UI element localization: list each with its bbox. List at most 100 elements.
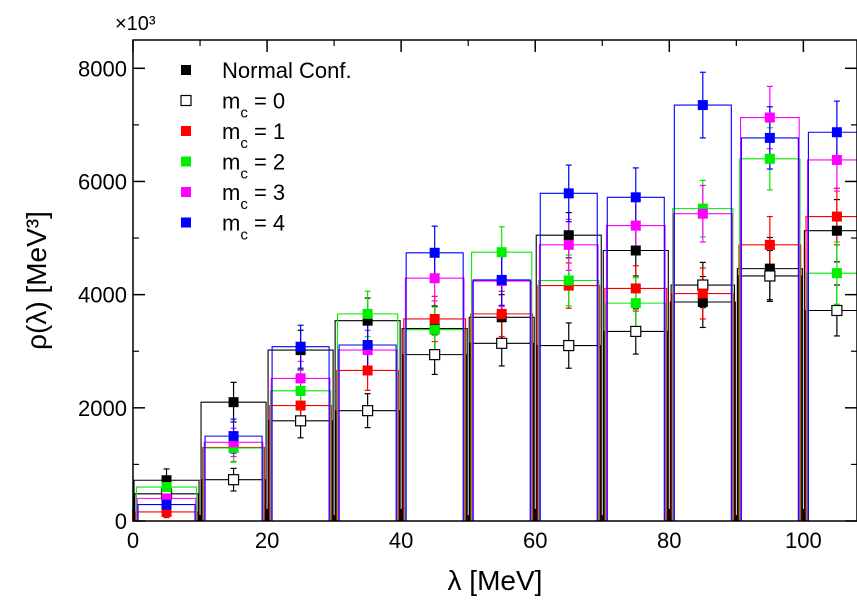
legend-label: mc = 1 [222, 119, 285, 152]
histogram-bin [469, 342, 534, 521]
legend-label: mc = 3 [222, 180, 285, 213]
x-tick-label: 0 [127, 528, 139, 553]
data-point [630, 192, 641, 203]
data-point [563, 275, 574, 286]
y-tick-label: 6000 [78, 169, 127, 194]
plot-frame [132, 39, 857, 522]
y-tick-label: 0 [115, 509, 127, 534]
data-point [496, 337, 508, 349]
data-point [764, 112, 775, 123]
data-point [362, 308, 373, 319]
y-axis-title: ρ(λ) [MeV³] [21, 211, 52, 350]
histogram-bin [739, 158, 801, 521]
legend-label: mc = 0 [222, 89, 285, 122]
data-point [362, 365, 373, 376]
data-point [228, 437, 239, 448]
data-point [697, 288, 708, 299]
data-point [831, 127, 842, 138]
data-point [630, 325, 642, 338]
data-point [295, 373, 306, 384]
legend-label: Normal Conf. [222, 58, 352, 83]
histogram-bin [672, 208, 734, 521]
data-point [563, 239, 574, 250]
data-point [831, 225, 842, 236]
histogram-bin [803, 230, 857, 521]
data-point [362, 405, 374, 417]
data-point [429, 313, 440, 324]
data-point [362, 345, 373, 356]
data-point [295, 341, 306, 352]
legend-marker [181, 126, 191, 136]
x-tick-label: 60 [523, 528, 547, 553]
histogram-bin [807, 131, 857, 521]
histogram-bin [603, 330, 669, 521]
legend-label: mc = 4 [222, 211, 285, 244]
data-point [831, 211, 842, 222]
data-point [697, 100, 708, 111]
data-point [228, 397, 239, 408]
data-point [295, 400, 306, 411]
data-point [161, 475, 172, 486]
data-point [831, 154, 842, 165]
data-point [831, 304, 843, 317]
data-point [831, 268, 842, 279]
x-tick-label: 80 [657, 528, 681, 553]
y-tick-label: 4000 [78, 283, 127, 308]
histogram-bin [737, 275, 803, 521]
data-point [429, 247, 440, 258]
data-point [161, 499, 172, 510]
histogram-bin [805, 216, 857, 521]
legend-label: mc = 2 [222, 150, 285, 183]
data-point [429, 349, 441, 361]
data-point [563, 230, 574, 241]
ticks-layer: 0 20 40 60 80 100 0 2000 4000 6000 8000 [78, 40, 857, 553]
y-axis-multiplier: ×10³ [115, 13, 156, 35]
x-tick-label: 100 [785, 528, 822, 553]
x-tick-label: 40 [389, 528, 413, 553]
y-tick-label: 2000 [78, 396, 127, 421]
histogram-bin [672, 213, 733, 521]
data-point [764, 263, 775, 274]
data-point [630, 245, 641, 256]
data-point [362, 315, 373, 326]
histogram-bin [336, 369, 400, 521]
legend-marker [181, 65, 191, 75]
histogram-bin [669, 301, 736, 521]
data-point [429, 324, 440, 335]
histogram-bin [740, 137, 799, 521]
data-point [630, 283, 641, 294]
legend: Normal Conf. mc = 0mc = 1mc = 2mc = 3mc =… [180, 58, 352, 244]
data-point [362, 340, 373, 351]
histogram-bin [402, 354, 467, 521]
axes-layer [132, 39, 857, 522]
data-point [764, 239, 775, 250]
data-point [630, 298, 641, 309]
data-point [764, 153, 775, 164]
legend-marker [181, 217, 191, 228]
histogram-bin [536, 345, 601, 521]
data-point [429, 273, 440, 284]
data-point [496, 247, 507, 258]
data-markers-layer [160, 100, 843, 517]
data-point [764, 270, 776, 282]
data-point [697, 203, 708, 214]
y-tick-label: 8000 [78, 56, 127, 81]
data-point [764, 132, 775, 143]
x-axis-title: λ [MeV] [448, 565, 543, 596]
data-point [697, 297, 708, 308]
legend-marker [180, 94, 192, 107]
data-point [697, 208, 708, 219]
data-point [563, 280, 574, 291]
data-point [227, 474, 240, 486]
legend-marker [181, 156, 191, 167]
legend-marker [181, 187, 191, 197]
data-point [496, 274, 507, 285]
data-point [228, 431, 239, 442]
data-point [295, 385, 306, 396]
data-point [161, 506, 172, 517]
data-point [563, 339, 575, 352]
data-point [294, 415, 307, 427]
data-point [228, 443, 239, 454]
